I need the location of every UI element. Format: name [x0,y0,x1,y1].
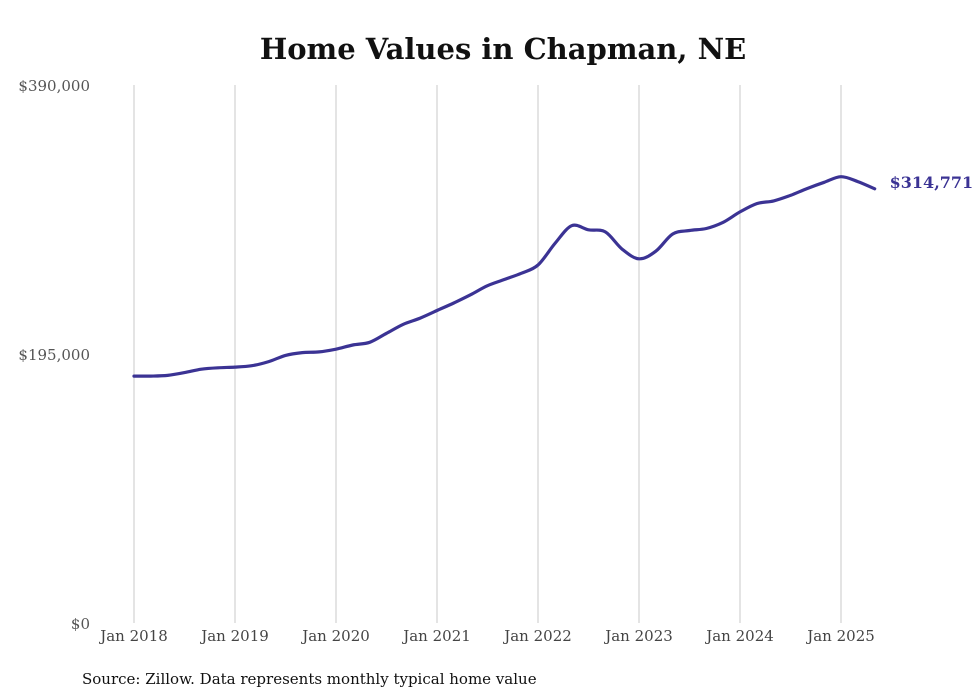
x-tick-label: Jan 2020 [300,627,370,645]
x-tick-label: Jan 2022 [502,627,572,645]
x-tick-layer: Jan 2018 Jan 2019 Jan 2020 Jan 2021 Jan 2022… [98,627,875,645]
x-tick-label: Jan 2021 [401,627,471,645]
x-tick-label: Jan 2019 [199,627,269,645]
x-tick-label: Jan 2025 [805,627,875,645]
series-line-home-value [132,175,877,378]
y-tick-label: $195,000 [18,346,90,364]
chart-title: Home Values in Chapman, NE [260,32,746,66]
end-value-label: $314,771 [890,173,974,192]
y-tick-layer: $0 $195,000 $390,000 [18,77,90,633]
x-tick-label: Jan 2023 [603,627,673,645]
x-tick-label: Jan 2018 [98,627,168,645]
grid-layer [133,85,842,623]
x-tick-label: Jan 2024 [704,627,774,645]
y-tick-label: $390,000 [18,77,90,95]
source-note: Source: Zillow. Data represents monthly … [82,670,537,688]
y-tick-label: $0 [71,615,90,633]
